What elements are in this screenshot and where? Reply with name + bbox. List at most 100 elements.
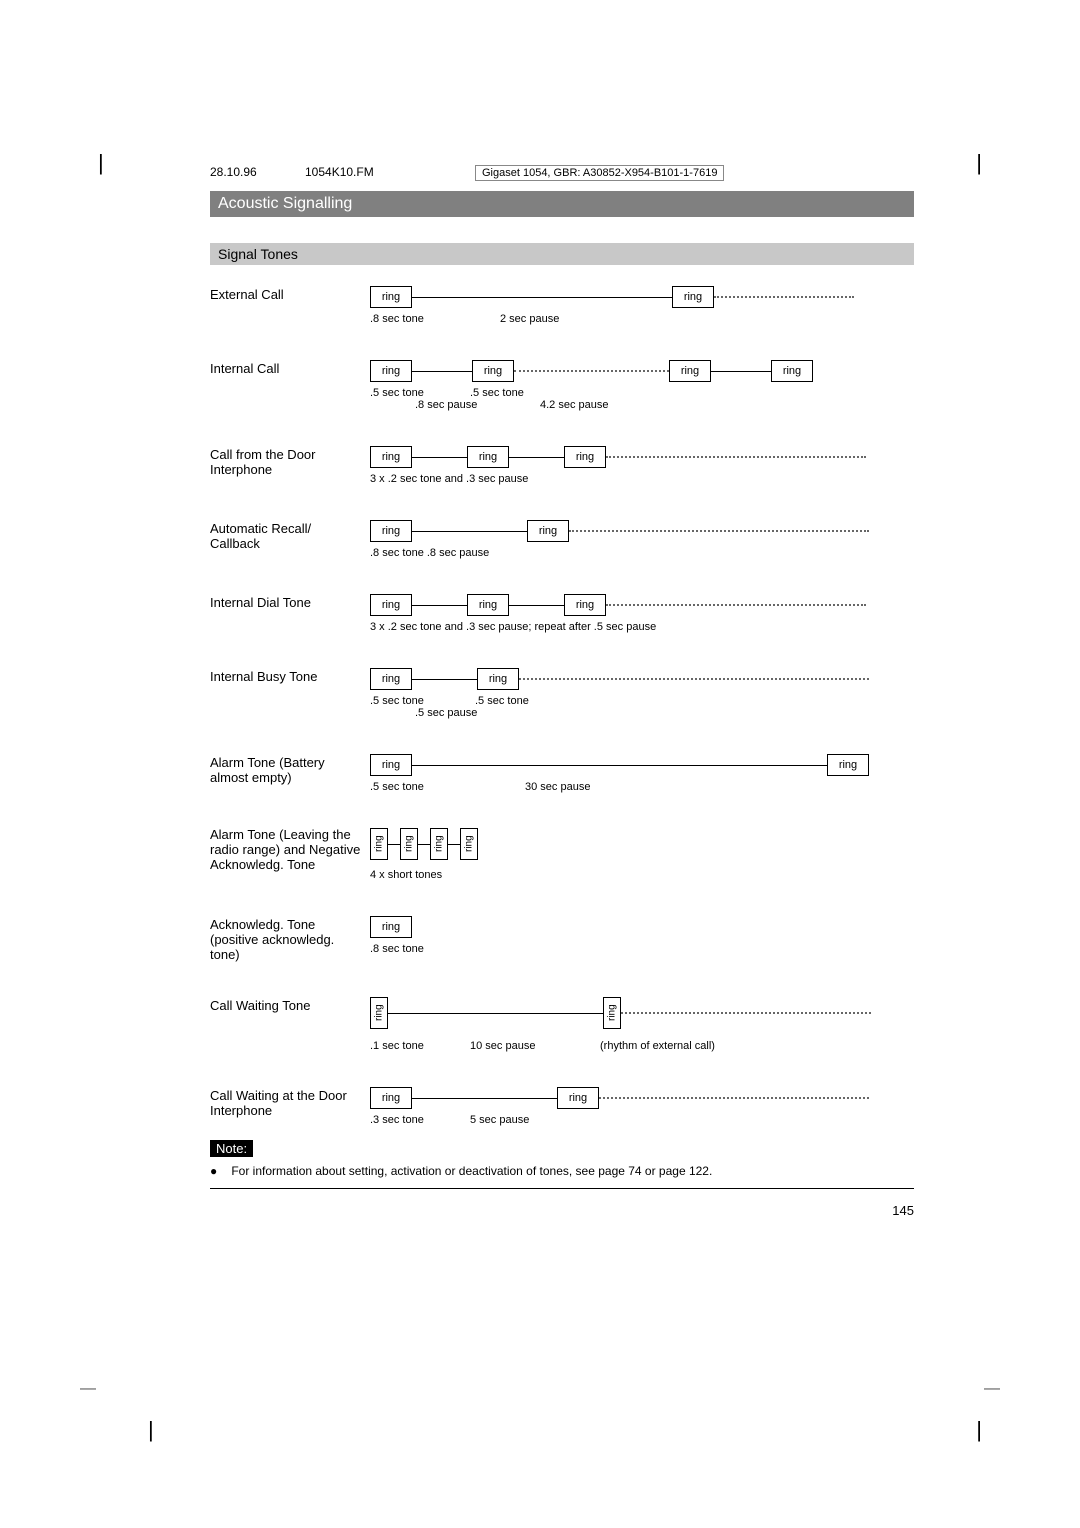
crop-mark: | bbox=[976, 1417, 982, 1443]
signal-internal: Internal Call ring ring ring ring .5 sec… bbox=[210, 359, 914, 411]
caption: .5 sec pause bbox=[415, 707, 477, 719]
signal-diagram: ring ring .8 sec tone .8 sec pause bbox=[370, 519, 914, 559]
caption: (rhythm of external call) bbox=[600, 1040, 715, 1052]
note-text: ● For information about setting, activat… bbox=[210, 1164, 914, 1178]
ring-box: ring bbox=[460, 828, 478, 860]
bullet-icon: ● bbox=[210, 1164, 228, 1178]
signal-recall: Automatic Recall/ Callback ring ring .8 … bbox=[210, 519, 914, 559]
caption: .5 sec tone bbox=[470, 387, 524, 399]
signal-door: Call from the Door Interphone ring ring … bbox=[210, 445, 914, 485]
signal-label: Call from the Door Interphone bbox=[210, 445, 370, 485]
caption: 3 x .2 sec tone and .3 sec pause bbox=[370, 473, 914, 485]
signal-call-waiting: Call Waiting Tone ring ring .1 sec tone … bbox=[210, 996, 914, 1052]
caption: .8 sec tone bbox=[370, 943, 914, 955]
signal-label: Internal Call bbox=[210, 359, 370, 411]
ring-box: ring bbox=[370, 446, 412, 468]
signal-diagram: ring ring ring 3 x .2 sec tone and .3 se… bbox=[370, 445, 914, 485]
divider bbox=[210, 1188, 914, 1189]
caption: 3 x .2 sec tone and .3 sec pause; repeat… bbox=[370, 621, 914, 633]
caption: 30 sec pause bbox=[525, 781, 590, 793]
caption: .5 sec tone bbox=[370, 387, 470, 399]
signal-diagram: ring ring .1 sec tone 10 sec pause (rhyt… bbox=[370, 996, 914, 1052]
header-docref: Gigaset 1054, GBR: A30852-X954-B101-1-76… bbox=[475, 165, 724, 181]
caption: .8 sec pause bbox=[415, 399, 540, 411]
caption: 4.2 sec pause bbox=[540, 399, 609, 411]
ring-box: ring bbox=[370, 286, 412, 308]
signal-label: Alarm Tone (Leaving the radio range) and… bbox=[210, 827, 370, 881]
ring-box: ring bbox=[564, 446, 606, 468]
ring-box: ring bbox=[672, 286, 714, 308]
ring-box: ring bbox=[472, 360, 514, 382]
caption: 2 sec pause bbox=[500, 313, 559, 325]
ring-box: ring bbox=[557, 1087, 599, 1109]
signal-label: Internal Dial Tone bbox=[210, 593, 370, 633]
caption: .8 sec tone .8 sec pause bbox=[370, 547, 914, 559]
ring-box: ring bbox=[370, 916, 412, 938]
signal-diagram: ring ring .5 sec tone 30 sec pause bbox=[370, 753, 914, 793]
section-title: Acoustic Signalling bbox=[210, 191, 914, 217]
signal-label: Call Waiting at the Door Interphone bbox=[210, 1086, 370, 1126]
page-content: 28.10.96 1054K10.FM Gigaset 1054, GBR: A… bbox=[210, 165, 914, 1218]
section-subheader: Signal Tones bbox=[210, 243, 914, 265]
crop-mark: | bbox=[98, 150, 104, 176]
caption: 10 sec pause bbox=[470, 1040, 600, 1052]
signal-diagram: ring ring .8 sec tone 2 sec pause bbox=[370, 285, 914, 325]
header-filename: 1054K10.FM bbox=[305, 165, 475, 181]
signal-diagram: ring ring .3 sec tone 5 sec pause bbox=[370, 1086, 914, 1126]
ring-box: ring bbox=[370, 997, 388, 1029]
ring-box: ring bbox=[527, 520, 569, 542]
signal-label: Internal Busy Tone bbox=[210, 667, 370, 719]
signal-diagram: ring ring .5 sec tone .5 sec tone .5 sec… bbox=[370, 667, 914, 719]
signal-ack-positive: Acknowledg. Tone (positive acknowledg. t… bbox=[210, 915, 914, 962]
ring-box: ring bbox=[430, 828, 448, 860]
crop-mark: — bbox=[984, 1380, 1000, 1398]
signal-label: Alarm Tone (Battery almost empty) bbox=[210, 753, 370, 793]
caption: .5 sec tone bbox=[370, 695, 475, 707]
ring-box: ring bbox=[603, 997, 621, 1029]
caption: .5 sec tone bbox=[370, 781, 525, 793]
signal-alarm-range: Alarm Tone (Leaving the radio range) and… bbox=[210, 827, 914, 881]
signal-diagram: ring ring ring ring 4 x short tones bbox=[370, 827, 914, 881]
ring-box: ring bbox=[564, 594, 606, 616]
signal-label: External Call bbox=[210, 285, 370, 325]
signal-diagram: ring ring ring 3 x .2 sec tone and .3 se… bbox=[370, 593, 914, 633]
signal-label: Call Waiting Tone bbox=[210, 996, 370, 1052]
ring-box: ring bbox=[467, 446, 509, 468]
ring-box: ring bbox=[370, 1087, 412, 1109]
ring-box: ring bbox=[477, 668, 519, 690]
ring-box: ring bbox=[370, 360, 412, 382]
signal-dialtone: Internal Dial Tone ring ring ring 3 x .2… bbox=[210, 593, 914, 633]
caption: 5 sec pause bbox=[470, 1114, 529, 1126]
signal-alarm-battery: Alarm Tone (Battery almost empty) ring r… bbox=[210, 753, 914, 793]
doc-header: 28.10.96 1054K10.FM Gigaset 1054, GBR: A… bbox=[210, 165, 914, 181]
ring-box: ring bbox=[669, 360, 711, 382]
crop-mark: | bbox=[148, 1417, 154, 1443]
ring-box: ring bbox=[370, 828, 388, 860]
note-chip: Note: bbox=[210, 1140, 253, 1157]
ring-box: ring bbox=[467, 594, 509, 616]
caption: .1 sec tone bbox=[370, 1040, 470, 1052]
caption: .3 sec tone bbox=[370, 1114, 470, 1126]
signal-diagram: ring ring ring ring .5 sec tone .5 sec t… bbox=[370, 359, 914, 411]
caption: .8 sec tone bbox=[370, 313, 500, 325]
caption: .5 sec tone bbox=[475, 695, 529, 707]
ring-box: ring bbox=[370, 668, 412, 690]
signal-diagram: ring .8 sec tone bbox=[370, 915, 914, 962]
caption: 4 x short tones bbox=[370, 869, 914, 881]
ring-box: ring bbox=[400, 828, 418, 860]
crop-mark: | bbox=[976, 150, 982, 176]
signal-busy: Internal Busy Tone ring ring .5 sec tone… bbox=[210, 667, 914, 719]
signal-call-waiting-door: Call Waiting at the Door Interphone ring… bbox=[210, 1086, 914, 1126]
signal-label: Automatic Recall/ Callback bbox=[210, 519, 370, 559]
header-date: 28.10.96 bbox=[210, 165, 305, 181]
crop-mark: — bbox=[80, 1380, 96, 1398]
note-body: For information about setting, activatio… bbox=[231, 1164, 712, 1178]
ring-box: ring bbox=[370, 594, 412, 616]
signal-external: External Call ring ring .8 sec tone 2 se… bbox=[210, 285, 914, 325]
ring-box: ring bbox=[370, 754, 412, 776]
ring-box: ring bbox=[827, 754, 869, 776]
note-block: Note: ● For information about setting, a… bbox=[210, 1140, 914, 1178]
ring-box: ring bbox=[370, 520, 412, 542]
signal-label: Acknowledg. Tone (positive acknowledg. t… bbox=[210, 915, 370, 962]
page-number: 145 bbox=[210, 1203, 914, 1218]
